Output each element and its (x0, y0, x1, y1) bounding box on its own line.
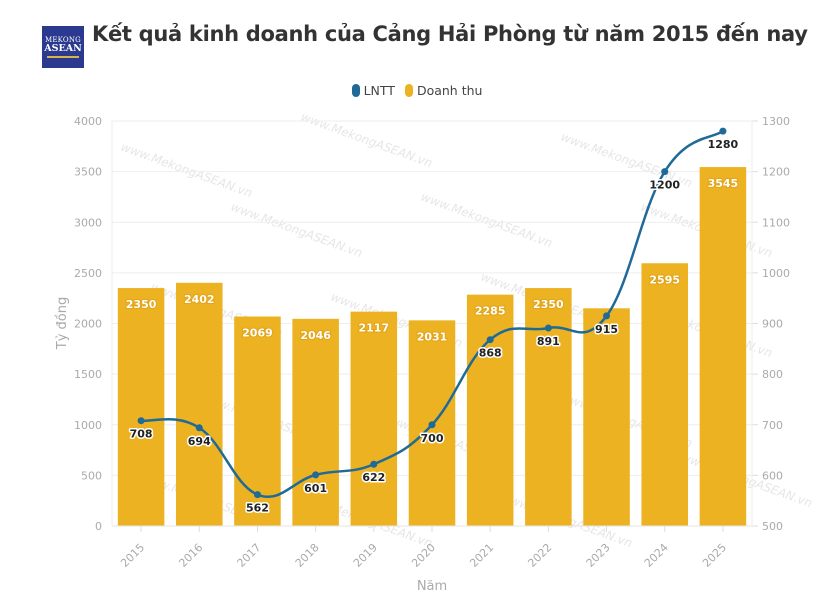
lntt-point-label: 562 (246, 502, 269, 515)
lntt-point-label: 708 (130, 428, 153, 441)
y-right-tick-label: 1300 (762, 115, 790, 128)
watermark-text: www.MekongASEAN.vn (299, 110, 434, 171)
chart-legend: LNTT Doanh thu (0, 83, 834, 98)
y-right-tick-label: 800 (762, 368, 783, 381)
y-left-tick-label: 2500 (74, 267, 102, 280)
revenue-bar (699, 167, 747, 526)
revenue-bar (292, 318, 339, 526)
x-tick-label: 2015 (118, 541, 147, 570)
logo-underline (47, 56, 79, 58)
watermark-text: www.MekongASEAN.vn (229, 200, 364, 261)
lntt-point (719, 127, 727, 135)
watermark-text: www.MekongASEAN.vn (419, 190, 554, 251)
lntt-point-label: 915 (595, 323, 618, 336)
lntt-point-label: 700 (421, 432, 444, 445)
mekong-asean-logo: MEKONG ASEAN (42, 26, 84, 68)
lntt-point (370, 460, 378, 468)
y-right-tick-label: 700 (762, 419, 783, 432)
revenue-bar (350, 311, 398, 526)
revenue-bar-label: 2069 (242, 327, 273, 340)
logo-line2: ASEAN (44, 43, 82, 55)
x-tick-label: 2025 (700, 541, 729, 570)
x-tick-label: 2016 (176, 541, 205, 570)
y-right-tick-label: 500 (762, 520, 783, 533)
y-right-tick-label: 1000 (762, 267, 790, 280)
revenue-bar (117, 288, 165, 526)
watermark-text: www.MekongASEAN.vn (679, 450, 814, 511)
y-left-tick-label: 4000 (74, 115, 102, 128)
chart-title: Kết quả kinh doanh của Cảng Hải Phòng từ… (92, 22, 808, 46)
watermark-text: www.MekongASEAN.vn (119, 140, 254, 201)
lntt-point-label: 601 (304, 482, 327, 495)
revenue-bar (641, 263, 688, 526)
lntt-point (428, 421, 436, 429)
lntt-line (137, 127, 727, 499)
lntt-point (603, 312, 611, 320)
x-tick-label: 2019 (351, 541, 380, 570)
x-tick-label: 2024 (642, 541, 671, 570)
revenue-bar (525, 288, 572, 526)
lntt-point-label: 694 (188, 435, 211, 448)
y-left-tick-label: 1000 (74, 419, 102, 432)
lntt-point (253, 491, 261, 499)
revenue-bar-label: 2117 (359, 322, 390, 335)
y-left-tick-label: 3000 (74, 216, 102, 229)
legend-swatch-lntt (351, 84, 360, 97)
lntt-point (312, 471, 320, 479)
revenue-bar-label: 2046 (300, 329, 331, 342)
lntt-point (544, 324, 552, 332)
logo-line1: MEKONG (45, 36, 81, 45)
x-tick-label: 2017 (235, 541, 264, 570)
revenue-bar-label: 2350 (126, 298, 157, 311)
lntt-point (486, 336, 494, 344)
y-left-tick-label: 3500 (74, 166, 102, 179)
revenue-bars (117, 167, 747, 526)
x-axis-title: Năm (417, 579, 447, 594)
data-labels: 2350 2402 2069 2046 2117 2031 2285 2350 2595 3545… (125, 137, 740, 516)
revenue-bar-label: 2031 (417, 330, 448, 343)
legend-label-revenue: Doanh thu (416, 83, 483, 98)
lntt-point-label: 891 (537, 335, 560, 348)
y-right-tick-label: 900 (762, 318, 783, 331)
revenue-bar (466, 294, 514, 526)
legend-label-lntt: LNTT (363, 83, 395, 98)
lntt-point (661, 168, 669, 176)
y-right-tick-label: 1100 (762, 216, 790, 229)
revenue-bar (234, 316, 281, 526)
y-axis-title: Tỷ đồng (55, 297, 70, 350)
y-left-tick-label: 500 (81, 469, 102, 482)
revenue-bar-label: 3545 (708, 177, 739, 190)
x-tick-label: 2023 (584, 541, 613, 570)
revenue-bar-label: 2285 (475, 305, 506, 318)
lntt-point-label: 868 (479, 347, 502, 360)
legend-item-lntt[interactable]: LNTT (351, 83, 395, 98)
revenue-bar (583, 308, 630, 526)
x-tick-label: 2022 (525, 541, 554, 570)
y-left-tick-label: 1500 (74, 368, 102, 381)
x-tick-label: 2018 (293, 541, 322, 570)
y-right-tick-label: 600 (762, 469, 783, 482)
lntt-point (195, 424, 203, 432)
legend-swatch-revenue (404, 84, 413, 97)
revenue-bar-label: 2402 (184, 293, 215, 306)
revenue-bar-label: 2595 (649, 273, 680, 286)
revenue-bar (176, 282, 223, 526)
y-left-tick-label: 0 (95, 520, 102, 533)
lntt-point-label: 1280 (708, 138, 739, 151)
revenue-bar-label: 2350 (533, 298, 564, 311)
x-tick-label: 2020 (409, 541, 438, 570)
x-tick-label: 2021 (467, 541, 496, 570)
lntt-line-path (140, 130, 724, 498)
y-right-tick-label: 1200 (762, 166, 790, 179)
legend-item-revenue[interactable]: Doanh thu (404, 83, 483, 98)
lntt-point (137, 417, 145, 425)
lntt-point-label: 622 (362, 471, 385, 484)
lntt-point-label: 1200 (649, 179, 680, 192)
y-left-tick-label: 2000 (74, 318, 102, 331)
